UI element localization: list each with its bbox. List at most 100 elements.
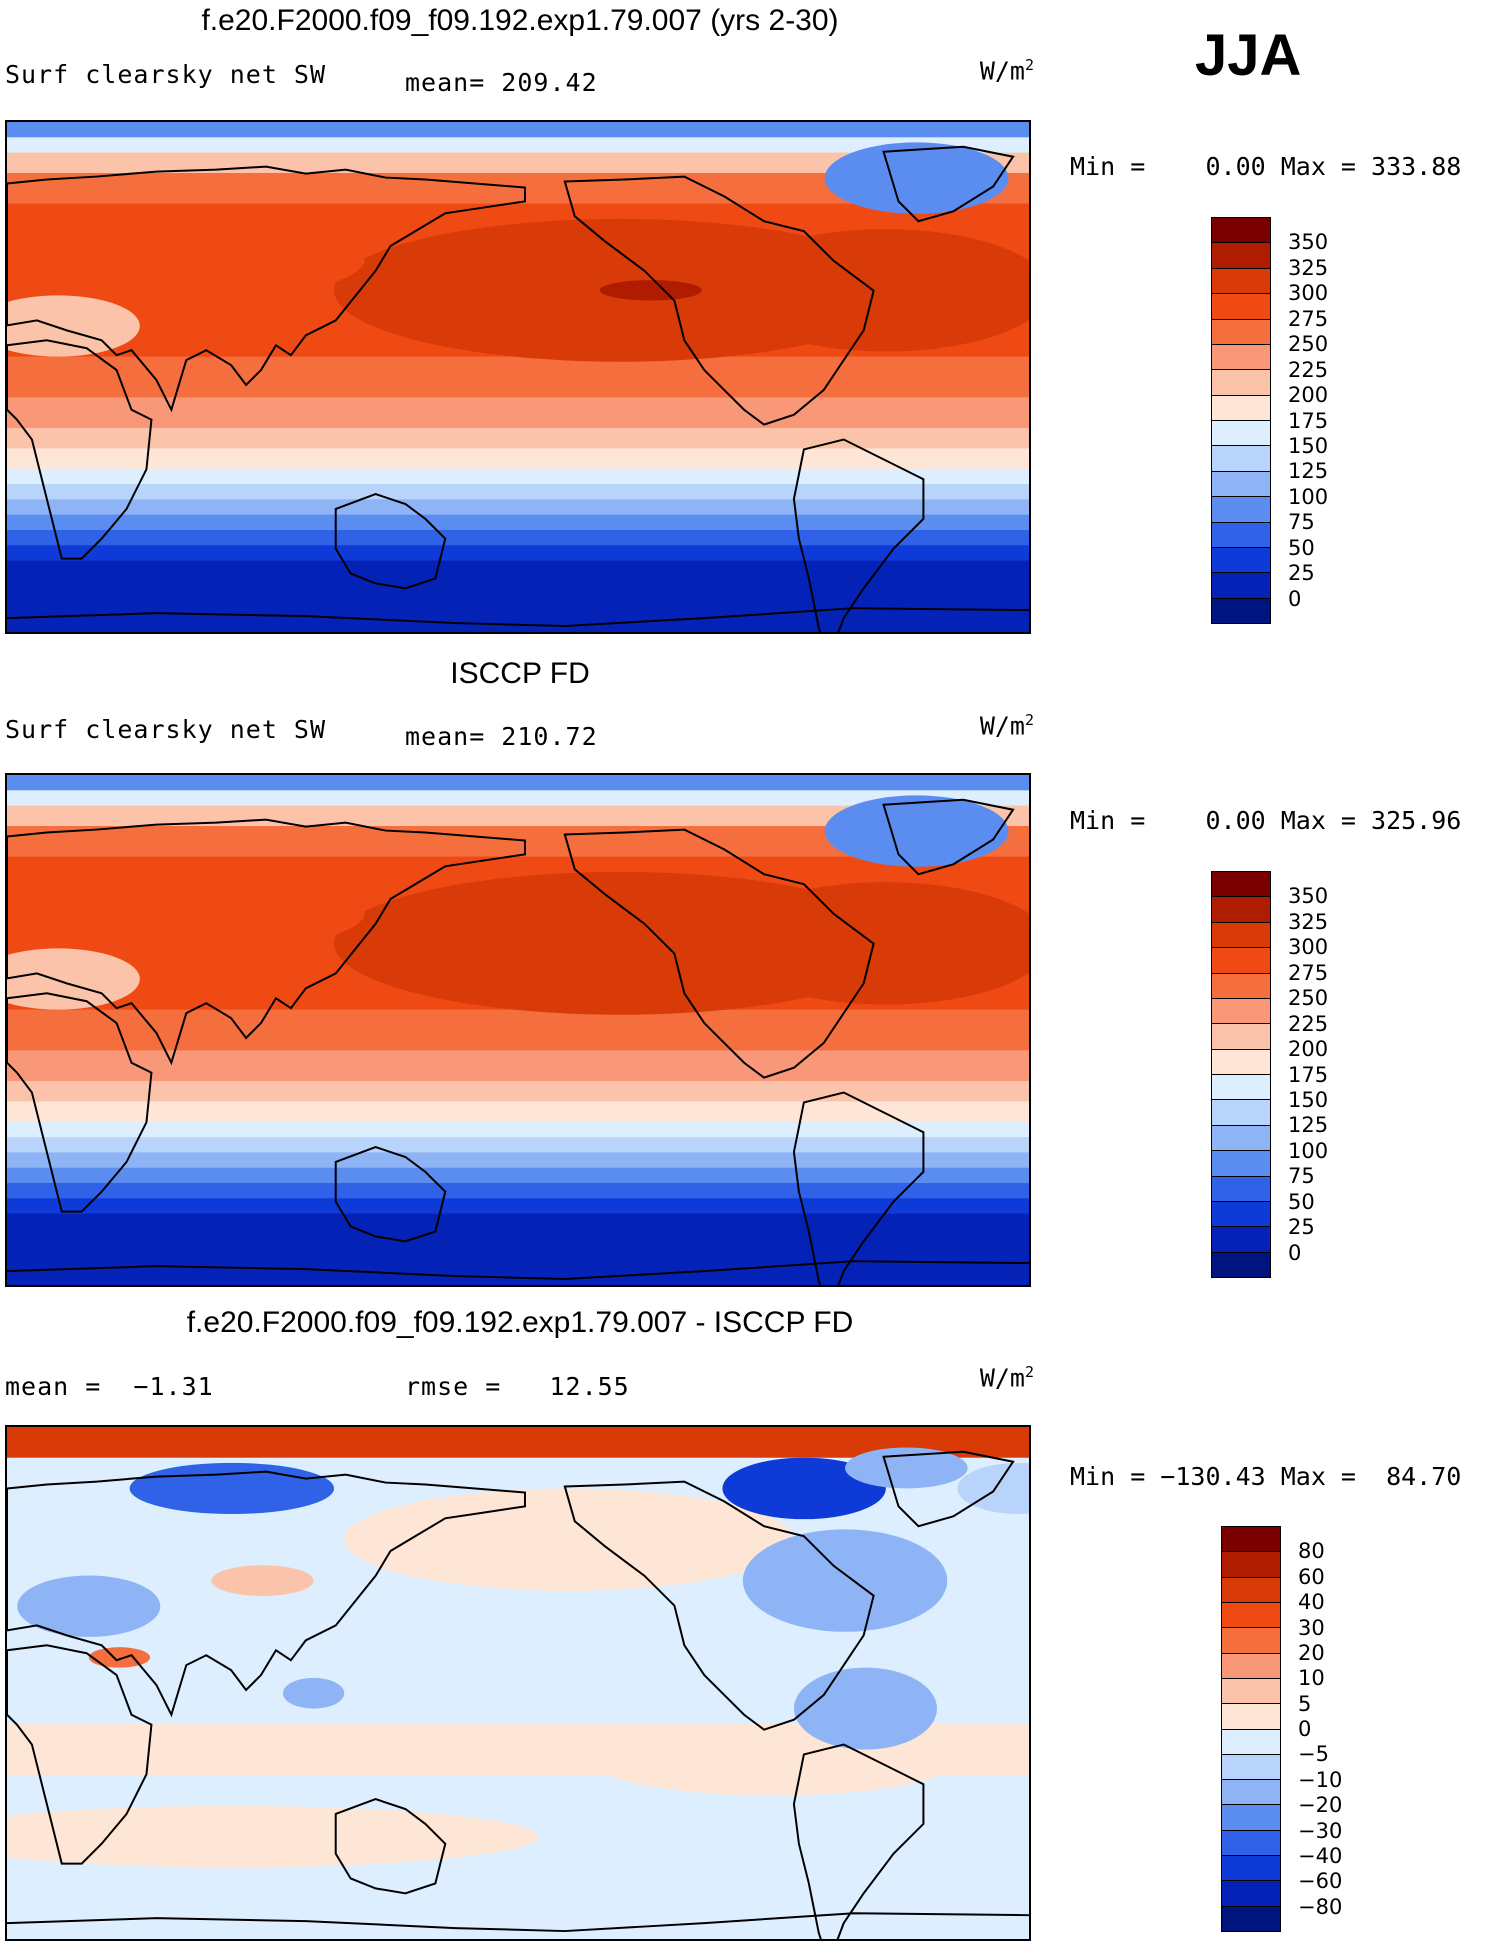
colorbar-swatch	[1222, 1678, 1280, 1705]
colorbar-swatch	[1212, 922, 1270, 949]
colorbar-tick-label: 150	[1288, 1087, 1329, 1112]
field-band	[7, 499, 1029, 516]
field-region	[7, 871, 365, 954]
panel3-map	[5, 1425, 1031, 1941]
colorbar-tick-label: −40	[1298, 1843, 1343, 1868]
colorbar-tick-label: 20	[1298, 1640, 1325, 1665]
colorbar-tick-label: −20	[1298, 1793, 1343, 1818]
field-region	[211, 1565, 314, 1596]
field-band	[7, 152, 1029, 174]
colorbar-swatch	[1212, 319, 1270, 345]
colorbar-swatch	[1212, 1049, 1270, 1075]
colorbar-swatch	[1212, 294, 1270, 320]
panel1-title: f.e20.F2000.f09_f09.192.exp1.79.007 (yrs…	[201, 4, 839, 37]
colorbar-swatch	[1212, 471, 1270, 498]
colorbar-tick-label: 150	[1288, 433, 1329, 458]
field-region	[824, 142, 1009, 214]
colorbar-tick-label: 100	[1288, 1138, 1329, 1163]
colorbar-tick-label: −60	[1298, 1869, 1343, 1894]
field-band	[7, 1167, 1029, 1184]
colorbar-swatch	[1212, 547, 1270, 574]
field-band	[7, 545, 1029, 562]
coastline	[7, 992, 153, 1213]
field-band	[7, 448, 1029, 470]
colorbar-swatch	[1222, 1881, 1280, 1907]
colorbar-tick-label: 10	[1298, 1666, 1325, 1691]
coastline	[7, 818, 526, 1066]
colorbar-tick-label: 250	[1288, 986, 1329, 1011]
colorbar-tick-label: 80	[1298, 1539, 1325, 1564]
colorbar-tick-label: 350	[1288, 230, 1329, 255]
coastline	[882, 1450, 1015, 1528]
colorbar-tick-label: 75	[1288, 1164, 1315, 1189]
colorbar-swatch	[1222, 1754, 1280, 1781]
colorbar-tick-label: 225	[1288, 1011, 1329, 1036]
colorbar-swatch	[1212, 522, 1270, 548]
colorbar-tick-label: 175	[1288, 1062, 1329, 1087]
colorbar-swatch	[1222, 1856, 1280, 1882]
colorbar-swatch	[1212, 598, 1270, 623]
colorbar-swatch	[1212, 573, 1270, 599]
coastline	[334, 1798, 447, 1895]
colorbar-tick-label: 325	[1288, 909, 1329, 934]
coastline	[7, 607, 1029, 628]
colorbar-swatch	[1212, 1075, 1270, 1101]
colorbar-tick-label: 25	[1288, 1215, 1315, 1240]
colorbar-tick-label: 100	[1288, 484, 1329, 509]
map-canvas	[7, 122, 1029, 632]
coastline	[792, 1091, 925, 1285]
field-region	[282, 1677, 345, 1709]
colorbar-tick-label: 275	[1288, 306, 1329, 331]
panel1-map	[5, 120, 1031, 634]
coastline	[7, 1912, 1029, 1933]
field-band	[7, 1427, 1029, 1458]
coastline	[563, 175, 875, 426]
colorbar-tick-label: 0	[1298, 1717, 1312, 1741]
field-region	[742, 1529, 948, 1632]
field-band	[7, 1121, 1029, 1138]
field-band	[7, 428, 1029, 449]
colorbar-tick-label: 75	[1288, 510, 1315, 535]
colorbar-swatch	[1212, 395, 1270, 421]
colorbar-swatch	[1212, 344, 1270, 371]
panel3-minmax: Min = −130.43 Max = 84.70	[1070, 1462, 1462, 1491]
panel2-units: W/m2	[979, 711, 1034, 741]
field-region	[722, 229, 1029, 352]
field-band	[7, 356, 1029, 398]
panel2-variable-label: Surf clearsky net SW	[5, 715, 327, 744]
field-region	[824, 795, 1009, 867]
colorbar-tick-label: 225	[1288, 357, 1329, 382]
panel1-mean-label: mean= 209.42	[405, 68, 598, 97]
season-label: JJA	[1195, 23, 1302, 88]
field-band	[7, 1050, 1029, 1082]
colorbar-swatch	[1222, 1729, 1280, 1755]
field-band	[7, 484, 1029, 500]
colorbar-tick-label: −5	[1298, 1742, 1329, 1767]
field-region	[957, 1462, 1029, 1515]
map-canvas	[7, 775, 1029, 1285]
field-band	[7, 530, 1029, 546]
colorbar-tick-label: 325	[1288, 255, 1329, 280]
colorbar-swatch	[1212, 446, 1270, 472]
coastline	[882, 145, 1015, 223]
colorbar-tick-label: 50	[1288, 1189, 1315, 1214]
colorbar-swatch	[1222, 1780, 1280, 1806]
colorbar-swatch	[1222, 1704, 1280, 1730]
colorbar-swatch	[1212, 1201, 1270, 1228]
coastline	[7, 1644, 153, 1865]
field-region	[7, 1805, 539, 1868]
field-band	[7, 790, 1029, 807]
colorbar-swatch	[1212, 268, 1270, 295]
field-band	[7, 514, 1029, 531]
colorbar-swatch	[1212, 243, 1270, 269]
map-canvas	[7, 1427, 1029, 1939]
field-band	[7, 1244, 1029, 1285]
panel3-rmse-label: rmse = 12.55	[405, 1372, 630, 1401]
colorbar-tick-label: 250	[1288, 332, 1329, 357]
colorbar-swatch	[1212, 998, 1270, 1025]
colorbar-tick-label: 350	[1288, 884, 1329, 909]
field-band	[7, 591, 1029, 632]
field-band	[7, 560, 1029, 592]
field-band	[7, 1009, 1029, 1051]
colorbar-tick-label: 300	[1288, 281, 1329, 306]
